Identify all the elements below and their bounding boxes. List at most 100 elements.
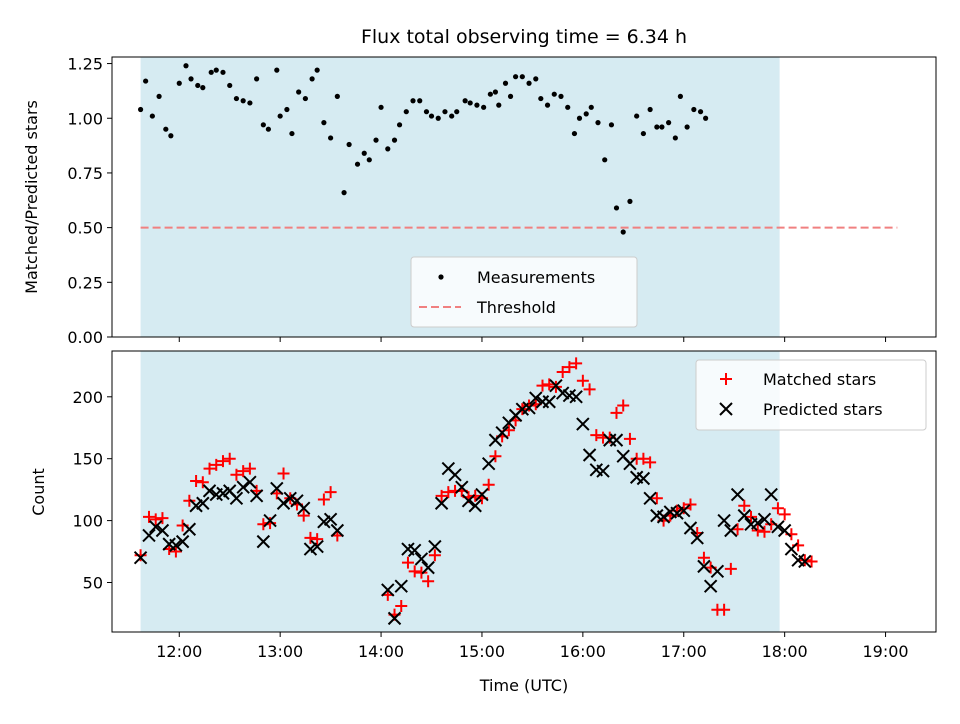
predicted-star-point	[387, 611, 402, 626]
matched-star-point	[183, 494, 196, 507]
predicted-star-point	[323, 512, 338, 527]
measurement-point	[183, 63, 189, 69]
predicted-star-point	[724, 523, 738, 538]
matched-star-point	[223, 452, 236, 465]
measurement-point	[474, 102, 480, 108]
measurement-point	[296, 89, 302, 95]
measurement-point	[602, 157, 608, 163]
matched-star-point	[617, 399, 630, 412]
measurement-point	[346, 141, 352, 148]
predicted-star-point	[569, 390, 583, 404]
matched-star-point	[489, 450, 502, 463]
predicted-star-point	[270, 481, 284, 496]
measurement-point	[361, 150, 367, 156]
matched-star-point	[210, 458, 223, 471]
predicted-star-point	[683, 521, 698, 535]
measurement-point	[627, 198, 633, 204]
predicted-star-point	[229, 491, 244, 506]
predicted-star-point	[481, 456, 496, 471]
measurement-point	[396, 122, 403, 128]
measurement-point	[588, 104, 594, 110]
measurement-point	[385, 146, 391, 152]
predicted-star-point	[236, 480, 250, 494]
x-tick-label: 18:00	[762, 642, 808, 661]
measurement-point	[137, 106, 144, 113]
measurement-point	[519, 74, 525, 80]
measurement-point	[442, 109, 448, 115]
top-y-axis-label: Matched/Predicted stars	[22, 100, 41, 294]
predicted-star-point	[751, 516, 765, 530]
measurement-point	[188, 76, 194, 82]
measurement-point	[507, 93, 514, 99]
bottom-y-ticks: 50 100 150 200	[72, 388, 112, 592]
threshold-legend-label: Threshold	[476, 298, 556, 317]
measurement-point	[654, 124, 660, 130]
measurement-point	[435, 115, 441, 121]
top-y-tick-label: 0.00	[67, 328, 103, 347]
predicted-star-point	[777, 523, 792, 538]
measurement-point	[691, 106, 697, 113]
measurement-point	[391, 137, 398, 143]
measurement-point	[143, 78, 149, 84]
predicted-star-point	[461, 494, 476, 508]
measurement-point	[233, 95, 240, 102]
predicted-star-point	[263, 513, 277, 528]
measurement-point	[240, 98, 246, 104]
matched-star-point	[671, 504, 684, 517]
measurements-legend-marker	[438, 274, 444, 280]
measurement-point	[260, 122, 266, 128]
matched-star-point	[677, 502, 690, 515]
measurement-point	[659, 124, 665, 130]
x-tick-label: 13:00	[257, 642, 303, 661]
matched-star-point	[297, 509, 310, 522]
predicted-star-point	[243, 475, 257, 489]
measurement-point	[227, 82, 233, 89]
predicted-star-point	[381, 583, 395, 597]
top-y-ticks: 0.00 0.25 0.50 0.75 1.00 1.25	[67, 55, 112, 347]
measurement-point	[410, 98, 416, 104]
measurement-point	[677, 93, 683, 99]
measurement-point	[334, 93, 340, 99]
count-panel: 50 100 150 200 12:00 13:00 14:00 15:00 16:00 17:…	[29, 350, 937, 695]
matched-star-point	[751, 524, 764, 537]
predicted-star-point	[475, 487, 489, 502]
predicted-star-point	[133, 551, 148, 565]
matched-star-point	[623, 432, 636, 445]
measurement-point	[462, 98, 468, 104]
predicted-stars-points	[133, 378, 812, 626]
measurement-point	[254, 76, 260, 82]
measurement-point	[647, 106, 653, 113]
predicted-star-point	[576, 417, 590, 431]
predicted-star-point	[428, 539, 442, 554]
x-tick-label: 15:00	[459, 642, 505, 661]
bottom-y-tick-label: 200	[72, 388, 103, 407]
measurement-point	[595, 120, 601, 126]
matched-star-point	[758, 525, 771, 538]
predicted-star-point	[636, 471, 651, 486]
measurement-point	[149, 113, 155, 119]
measurement-point	[666, 120, 672, 126]
predicted-star-point	[582, 448, 597, 462]
measurement-point	[265, 126, 271, 132]
predicted-star-point	[764, 487, 778, 502]
predicted-star-point	[448, 468, 462, 482]
predicted-star-point	[455, 480, 469, 494]
measurement-point	[697, 109, 704, 115]
matched-star-point	[149, 513, 162, 526]
predicted-star-point	[142, 528, 156, 543]
matched-star-point	[583, 383, 596, 396]
ratio-panel: 0.00 0.25 0.50 0.75 1.00 1.25 Flux total obse…	[22, 26, 937, 347]
predicted-star-point	[414, 552, 429, 566]
measurement-point	[551, 91, 557, 97]
predicted-star-point	[468, 499, 482, 513]
measurement-point	[208, 69, 214, 75]
x-tick-label: 17:00	[661, 642, 707, 661]
matched-star-point	[190, 474, 203, 487]
measurement-point	[428, 113, 435, 119]
measurement-point	[502, 80, 509, 86]
x-tick-label: 12:00	[156, 642, 202, 661]
predicted-star-point	[623, 456, 637, 471]
measurement-point	[538, 95, 544, 102]
predicted-star-point	[394, 579, 408, 593]
measurement-point	[354, 161, 361, 167]
